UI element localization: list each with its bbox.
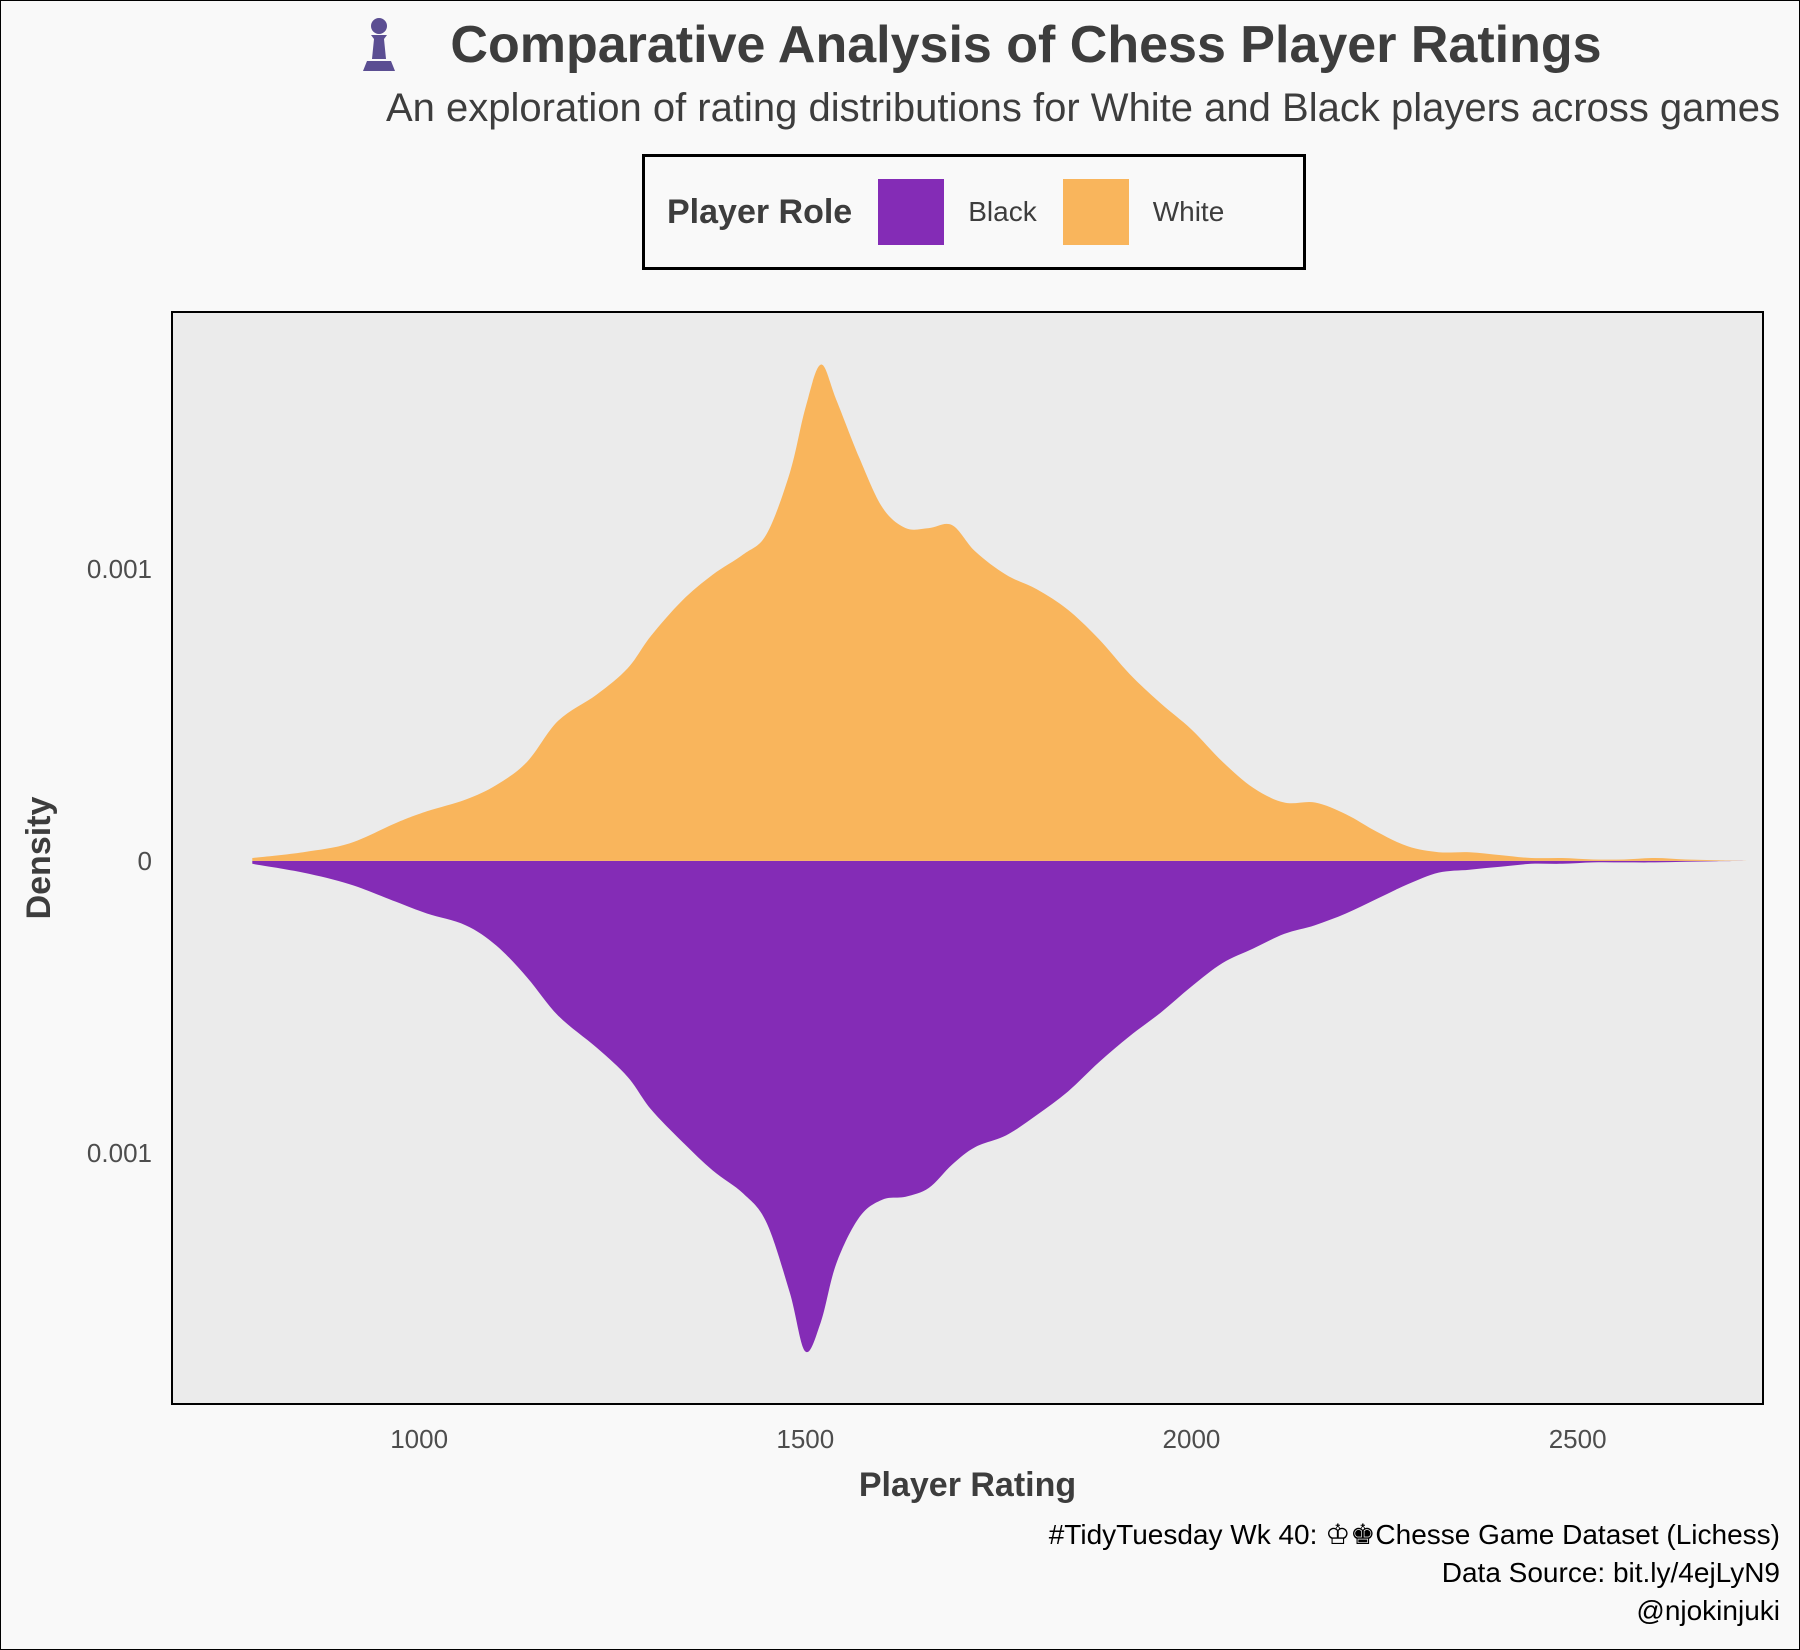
y-tick-label: 0 [138, 846, 152, 876]
x-tick-label: 1500 [776, 1424, 834, 1454]
chart-title: Comparative Analysis of Chess Player Rat… [450, 16, 1602, 74]
legend-label-black: Black [968, 196, 1037, 227]
y-axis-title: Density [20, 797, 58, 920]
density-area-white [252, 364, 1748, 861]
legend: Player Role Black White [642, 154, 1306, 270]
title-row: Comparative Analysis of Chess Player Rat… [0, 8, 1800, 82]
y-tick-label: 0.001 [87, 1138, 152, 1168]
y-tick-label: 0.001 [87, 554, 152, 584]
caption-author: @njokinjuki [1636, 1595, 1780, 1626]
caption-source: Data Source: bit.ly/4ejLyN9 [1441, 1557, 1780, 1588]
plot-border [171, 311, 1764, 1405]
chess-pawn-icon [363, 18, 396, 71]
x-tick-label: 2500 [1549, 1424, 1607, 1454]
x-axis-title: Player Rating [859, 1466, 1076, 1504]
x-tick-label: 1000 [390, 1424, 448, 1454]
x-tick-label: 2000 [1163, 1424, 1221, 1454]
chart-subtitle: An exploration of rating distributions f… [385, 86, 1780, 130]
legend-title: Player Role [667, 192, 853, 231]
caption: #TidyTuesday Wk 40: ♔♚Chesse Game Datase… [1049, 1516, 1780, 1630]
caption-hashtag: #TidyTuesday Wk 40: ♔♚Chesse Game Datase… [1048, 1519, 1780, 1550]
legend-key-black [878, 179, 945, 245]
density-area-black [252, 860, 1748, 1353]
legend-label-white: White [1152, 196, 1225, 227]
legend-key-white [1062, 179, 1129, 245]
